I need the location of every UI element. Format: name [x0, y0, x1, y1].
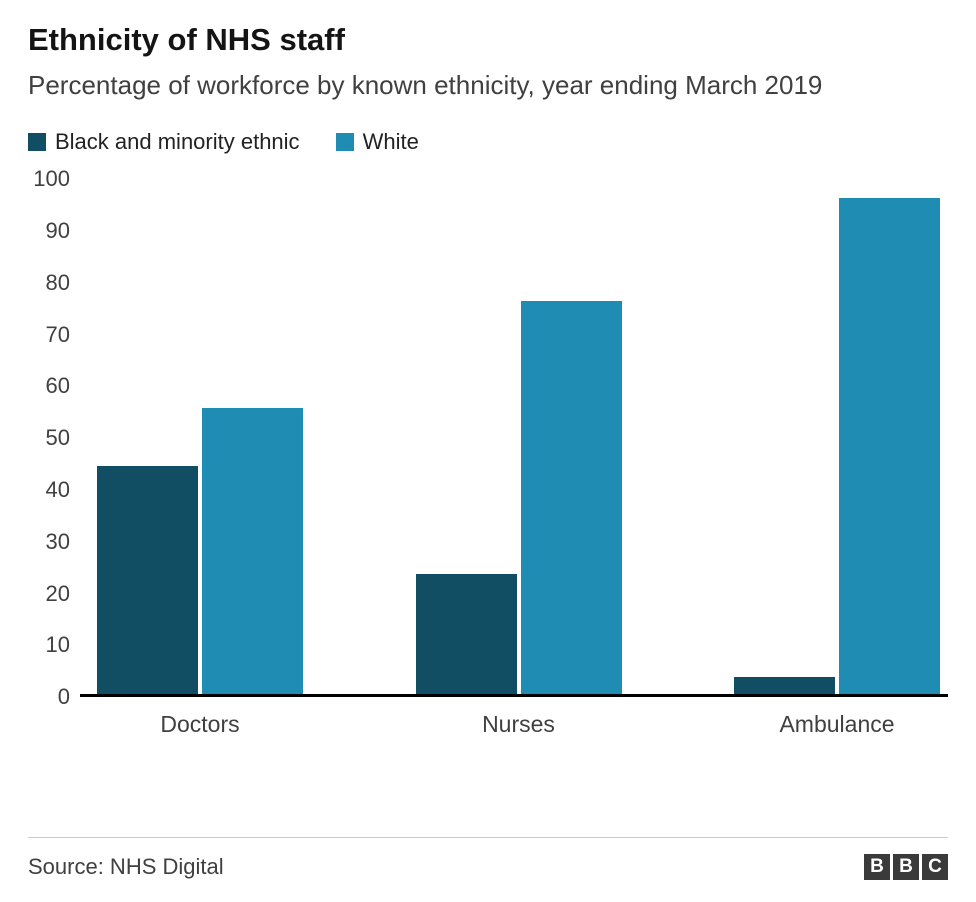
category-label: Nurses [482, 711, 555, 738]
page: Ethnicity of NHS staff Percentage of wor… [28, 22, 948, 738]
y-tick-label: 10 [45, 632, 70, 658]
bar-nurses-black-and-minority-ethnic [415, 574, 517, 695]
y-tick-label: 20 [45, 580, 70, 606]
bar-nurses-white [520, 301, 622, 695]
y-tick-label: 30 [45, 528, 70, 554]
source-text: Source: NHS Digital [28, 854, 224, 879]
legend: Black and minority ethnic White [28, 129, 948, 155]
y-tick-label: 80 [45, 269, 70, 295]
legend-swatch [335, 133, 354, 152]
bar-ambulance-black-and-minority-ethnic [734, 677, 835, 695]
page-title: Ethnicity of NHS staff [28, 22, 345, 57]
legend-label: Black and minority ethnic [55, 129, 300, 155]
y-tick-label: 60 [45, 373, 70, 399]
chart: 0 10 20 30 40 50 60 70 80 90 100 Doctors Nurses Ambu… [28, 168, 948, 738]
bar-group-doctors [97, 179, 303, 695]
page-subtitle: Percentage of workforce by known ethnici… [28, 70, 823, 100]
plot-area [80, 179, 948, 698]
y-tick-label: 100 [33, 166, 70, 192]
bbc-logo-block: C [922, 854, 948, 880]
x-axis-labels: Doctors Nurses Ambulance [80, 711, 948, 738]
bar-groups [80, 179, 948, 695]
y-tick-label: 0 [57, 684, 70, 710]
legend-item: Black and minority ethnic [28, 129, 300, 155]
bar-ambulance-white [839, 198, 940, 695]
bar-doctors-white [202, 408, 303, 695]
bar-group-nurses [415, 179, 622, 695]
y-axis: 0 10 20 30 40 50 60 70 80 90 100 [28, 168, 70, 708]
legend-label: White [362, 129, 419, 155]
y-tick-label: 40 [45, 476, 70, 502]
plot-wrap: Doctors Nurses Ambulance [80, 179, 948, 738]
category-label: Ambulance [779, 711, 895, 738]
bbc-logo-block: B [864, 854, 890, 880]
y-tick-label: 70 [45, 321, 70, 347]
category-label: Doctors [160, 711, 240, 738]
legend-item: White [335, 129, 419, 155]
legend-swatch [28, 133, 46, 152]
bar-group-ambulance [734, 179, 940, 695]
footer-divider [28, 837, 948, 838]
y-tick-label: 90 [45, 217, 70, 243]
bbc-logo-block: B [893, 854, 919, 880]
bar-doctors-black-and-minority-ethnic [97, 465, 198, 695]
y-tick-label: 50 [45, 425, 70, 451]
